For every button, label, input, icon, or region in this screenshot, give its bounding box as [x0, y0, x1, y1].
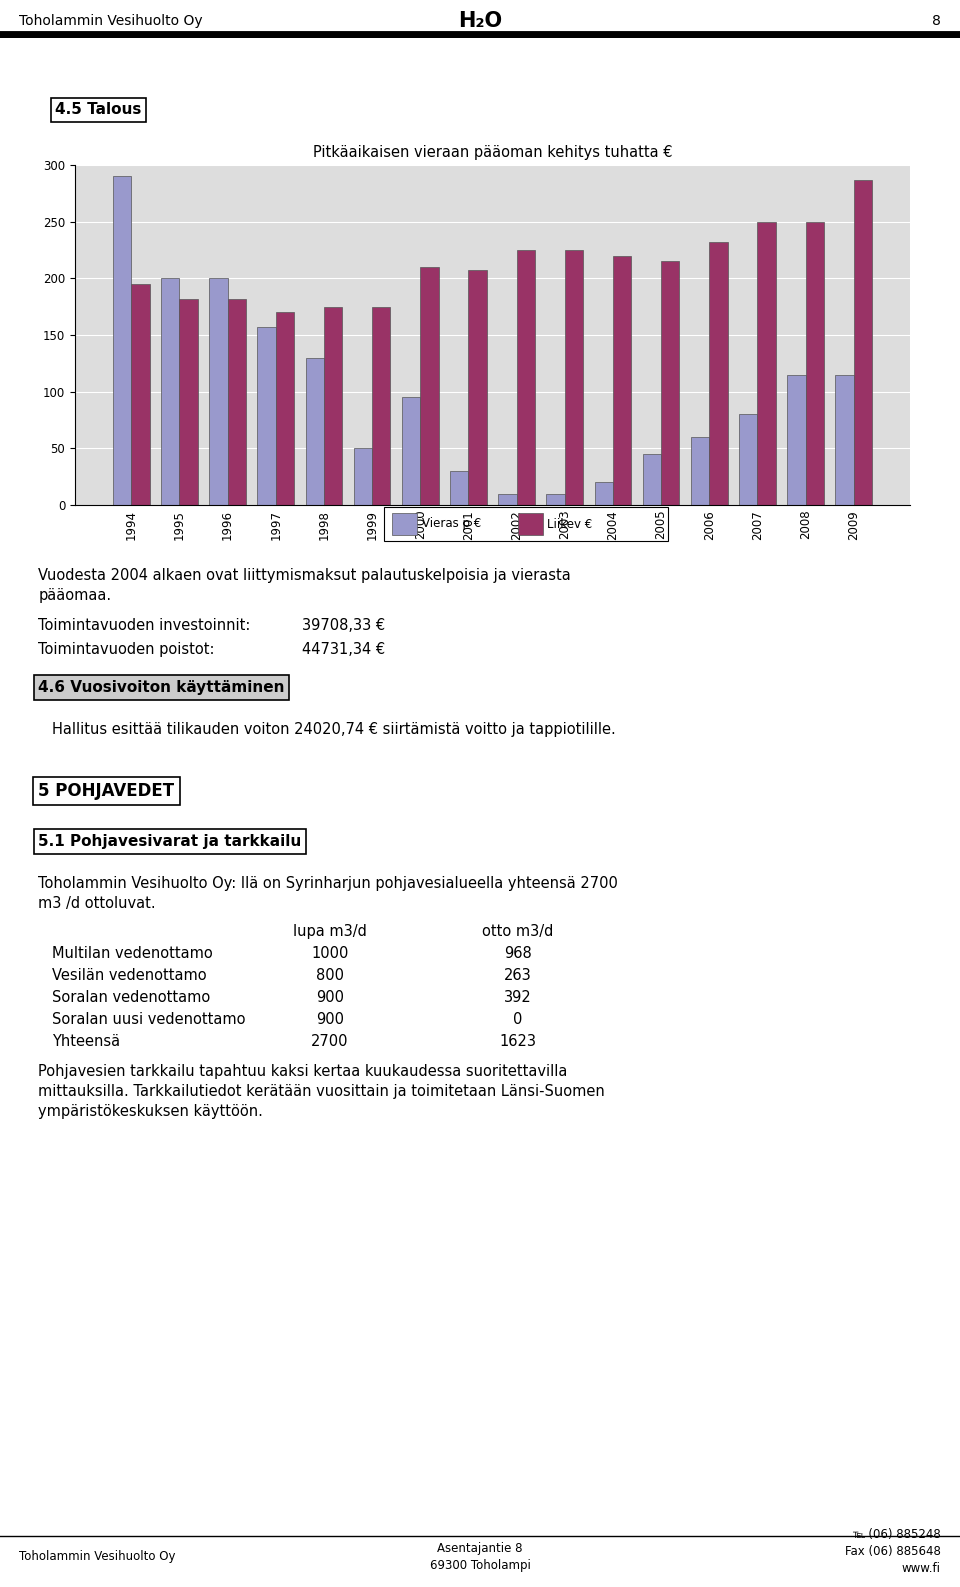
Text: 968: 968 — [504, 946, 532, 962]
Text: lupa m3/d: lupa m3/d — [293, 924, 367, 940]
Bar — [661, 262, 680, 505]
Bar — [757, 222, 776, 505]
Text: 4.5 Talous: 4.5 Talous — [56, 103, 142, 117]
Bar — [305, 357, 324, 505]
Text: 2700: 2700 — [311, 1035, 348, 1049]
Bar — [257, 327, 276, 505]
Text: 392: 392 — [504, 990, 532, 1005]
Bar — [498, 494, 516, 505]
Bar — [468, 270, 487, 505]
Bar — [853, 179, 872, 505]
Text: 0: 0 — [513, 1013, 522, 1027]
Text: Soralan vedenottamo: Soralan vedenottamo — [53, 990, 211, 1005]
Text: Liikev €: Liikev € — [547, 517, 592, 530]
Text: 1623: 1623 — [499, 1035, 537, 1049]
Text: 5 POHJAVEDET: 5 POHJAVEDET — [38, 782, 175, 800]
Text: 8: 8 — [932, 14, 941, 29]
Text: Toholammin Vesihuolto Oy: Ilä on Syrinharjun pohjavesialueella yhteensä 2700: Toholammin Vesihuolto Oy: Ilä on Syrinha… — [38, 876, 618, 890]
Bar — [372, 306, 391, 505]
Bar — [276, 313, 294, 505]
Bar — [161, 278, 180, 505]
Bar — [450, 471, 468, 505]
Text: m3 /d ottoluvat.: m3 /d ottoluvat. — [38, 897, 156, 911]
Bar — [113, 176, 132, 505]
Bar — [324, 306, 342, 505]
Bar — [546, 494, 564, 505]
Bar — [564, 251, 583, 505]
Text: 44731,34 €: 44731,34 € — [301, 643, 385, 657]
Text: Multilan vedenottamo: Multilan vedenottamo — [53, 946, 213, 962]
Bar — [517, 513, 542, 535]
Text: Vesilän vedenottamo: Vesilän vedenottamo — [53, 968, 207, 982]
Bar — [354, 449, 372, 505]
Text: mittauksilla. Tarkkailutiedot kerätään vuosittain ja toimitetaan Länsi-Suomen: mittauksilla. Tarkkailutiedot kerätään v… — [38, 1084, 605, 1100]
Text: 800: 800 — [316, 968, 344, 982]
Text: Toholammin Vesihuolto Oy: Toholammin Vesihuolto Oy — [19, 14, 203, 29]
Text: Pohjavesien tarkkailu tapahtuu kaksi kertaa kuukaudessa suoritettavilla: Pohjavesien tarkkailu tapahtuu kaksi ker… — [38, 1063, 567, 1079]
Text: pääomaa.: pääomaa. — [38, 589, 111, 603]
Text: Hallitus esittää tilikauden voiton 24020,74 € siirtämistä voitto ja tappiotilill: Hallitus esittää tilikauden voiton 24020… — [53, 722, 616, 736]
Text: Toimintavuoden poistot:: Toimintavuoden poistot: — [38, 643, 215, 657]
Text: Toholammin Vesihuolto Oy: Toholammin Vesihuolto Oy — [19, 1550, 176, 1563]
Bar — [691, 436, 709, 505]
Bar — [709, 243, 728, 505]
Title: Pitkäaikaisen vieraan pääoman kehitys tuhatta €: Pitkäaikaisen vieraan pääoman kehitys tu… — [313, 144, 672, 160]
Bar — [594, 482, 612, 505]
Text: Yhteensä: Yhteensä — [53, 1035, 121, 1049]
Text: 4.6 Vuosivoiton käyttäminen: 4.6 Vuosivoiton käyttäminen — [38, 679, 285, 695]
Text: 1000: 1000 — [311, 946, 348, 962]
Text: Toimintavuoden investoinnit:: Toimintavuoden investoinnit: — [38, 617, 251, 633]
Text: Soralan uusi vedenottamo: Soralan uusi vedenottamo — [53, 1013, 246, 1027]
Text: Vuodesta 2004 alkaen ovat liittymismaksut palautuskelpoisia ja vierasta: Vuodesta 2004 alkaen ovat liittymismaksu… — [38, 568, 571, 582]
Bar — [209, 278, 228, 505]
Bar — [516, 251, 535, 505]
Text: otto m3/d: otto m3/d — [482, 924, 554, 940]
Text: Vieras p €: Vieras p € — [421, 517, 481, 530]
Text: Asentajantie 8
69300 Toholampi: Asentajantie 8 69300 Toholampi — [429, 1541, 531, 1571]
Bar — [393, 513, 418, 535]
Bar — [739, 414, 757, 505]
Bar — [420, 267, 439, 505]
Bar — [612, 256, 632, 505]
Bar — [228, 298, 246, 505]
Text: 900: 900 — [316, 990, 344, 1005]
Bar — [402, 397, 420, 505]
Text: 5.1 Pohjavesivarat ja tarkkailu: 5.1 Pohjavesivarat ja tarkkailu — [38, 835, 301, 849]
Text: 39708,33 €: 39708,33 € — [301, 617, 385, 633]
Bar — [132, 284, 150, 505]
Text: H₂O: H₂O — [458, 11, 502, 30]
Bar — [643, 454, 661, 505]
Text: 900: 900 — [316, 1013, 344, 1027]
Bar — [787, 375, 805, 505]
Text: ℡ (06) 885248
Fax (06) 885648
www.fi: ℡ (06) 885248 Fax (06) 885648 www.fi — [845, 1528, 941, 1574]
Bar — [805, 222, 824, 505]
Bar — [835, 375, 853, 505]
Bar — [180, 298, 198, 505]
Text: 263: 263 — [504, 968, 532, 982]
Text: ympäristökeskuksen käyttöön.: ympäristökeskuksen käyttöön. — [38, 1105, 263, 1119]
Bar — [384, 506, 668, 541]
